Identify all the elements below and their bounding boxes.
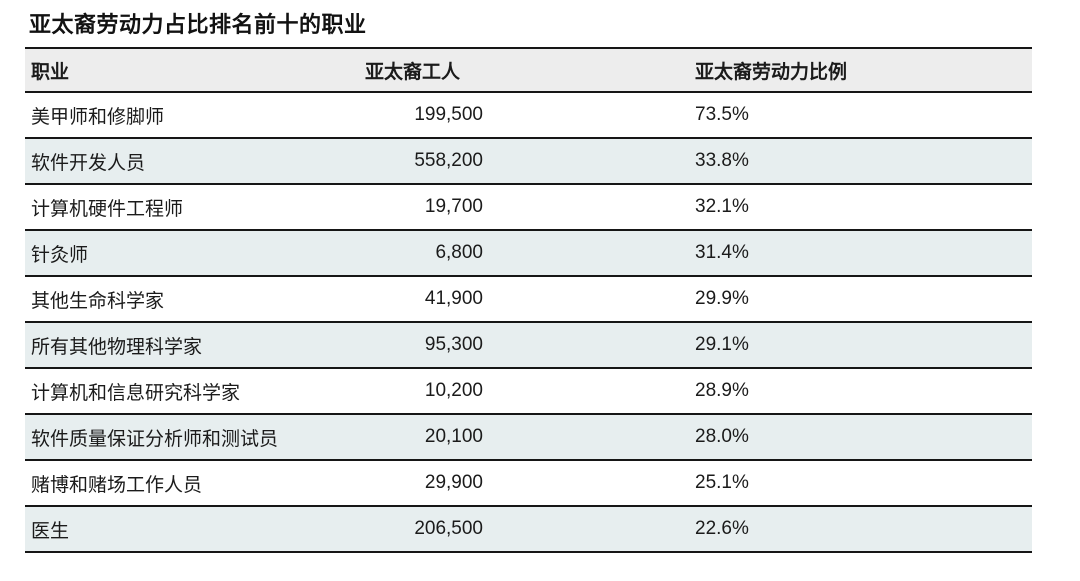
- table-row: 其他生命科学家 41,900 29.9%: [25, 276, 1032, 322]
- table-body: 美甲师和修脚师 199,500 73.5% 软件开发人员 558,200 33.8% 计算机…: [25, 92, 1032, 552]
- cell-workers: 19,700: [424, 196, 483, 217]
- cell-occupation: 所有其他物理科学家: [31, 336, 203, 358]
- table-row: 软件开发人员 558,200 33.8%: [25, 138, 1032, 184]
- table-header-row: 职业 亚太裔工人 亚太裔劳动力比例: [25, 48, 1032, 92]
- occupations-table: 职业 亚太裔工人 亚太裔劳动力比例 美甲师和修脚师 199,500 73.5% 软件开…: [25, 47, 1032, 553]
- page-title: 亚太裔劳动力占比排名前十的职业: [29, 12, 367, 37]
- cell-workers: 6,800: [435, 242, 483, 263]
- cell-occupation: 软件开发人员: [31, 152, 146, 174]
- cell-occupation: 赌博和赌场工作人员: [31, 474, 203, 496]
- table-row: 所有其他物理科学家 95,300 29.1%: [25, 322, 1032, 368]
- table-row: 赌博和赌场工作人员 29,900 25.1%: [25, 460, 1032, 506]
- cell-workers: 29,900: [424, 472, 483, 493]
- page-container: 亚太裔劳动力占比排名前十的职业 职业 亚太裔工人 亚太裔劳动力比例 美甲师和修脚…: [25, 12, 1032, 553]
- cell-occupation: 其他生命科学家: [31, 290, 165, 312]
- cell-workers: 10,200: [424, 380, 483, 401]
- cell-occupation: 美甲师和修脚师: [31, 106, 165, 128]
- cell-share: 31.4%: [695, 242, 749, 263]
- cell-workers: 20,100: [424, 426, 483, 447]
- cell-share: 73.5%: [695, 104, 749, 125]
- table-row: 计算机和信息研究科学家 10,200 28.9%: [25, 368, 1032, 414]
- cell-share: 28.9%: [695, 380, 749, 401]
- cell-occupation: 针灸师: [31, 244, 89, 266]
- cell-share: 22.6%: [695, 518, 749, 539]
- table-row: 针灸师 6,800 31.4%: [25, 230, 1032, 276]
- cell-workers: 95,300: [424, 334, 483, 355]
- cell-share: 32.1%: [695, 196, 749, 217]
- cell-share: 25.1%: [695, 472, 749, 493]
- table-header: 职业 亚太裔工人 亚太裔劳动力比例: [25, 48, 1032, 92]
- column-header-share: 亚太裔劳动力比例: [695, 61, 848, 83]
- table-row: 美甲师和修脚师 199,500 73.5%: [25, 92, 1032, 138]
- cell-share: 29.9%: [695, 288, 749, 309]
- column-header-workers: 亚太裔工人: [365, 61, 461, 83]
- column-header-occupation: 职业: [31, 61, 70, 83]
- cell-occupation: 医生: [31, 520, 70, 542]
- cell-workers: 206,500: [414, 518, 483, 539]
- table-row: 软件质量保证分析师和测试员 20,100 28.0%: [25, 414, 1032, 460]
- table-row: 计算机硬件工程师 19,700 32.1%: [25, 184, 1032, 230]
- cell-share: 29.1%: [695, 334, 749, 355]
- cell-workers: 199,500: [414, 104, 483, 125]
- cell-occupation: 软件质量保证分析师和测试员: [31, 428, 279, 450]
- cell-share: 33.8%: [695, 150, 749, 171]
- cell-occupation: 计算机硬件工程师: [31, 198, 184, 220]
- cell-workers: 41,900: [424, 288, 483, 309]
- cell-workers: 558,200: [414, 150, 483, 171]
- cell-occupation: 计算机和信息研究科学家: [31, 382, 241, 404]
- cell-share: 28.0%: [695, 426, 749, 447]
- table-row: 医生 206,500 22.6%: [25, 506, 1032, 552]
